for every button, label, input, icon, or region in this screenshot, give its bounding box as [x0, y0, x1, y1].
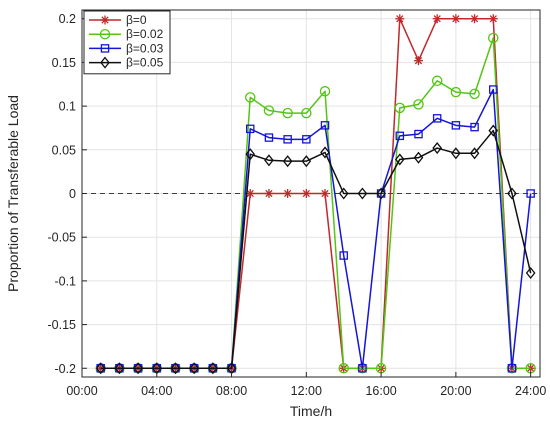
data-point [432, 114, 442, 123]
data-point [301, 189, 311, 198]
data-point [282, 107, 293, 119]
data-point [469, 88, 480, 100]
data-point [302, 135, 311, 144]
legend-label: β=0.05 [126, 56, 164, 70]
data-point [283, 189, 293, 198]
data-point [414, 129, 423, 139]
data-point [319, 86, 331, 97]
legend-label: β=0 [126, 13, 147, 27]
data-point [114, 362, 125, 375]
x-tick-label: 08:00 [216, 384, 247, 398]
data-point [450, 86, 462, 98]
data-point [338, 187, 349, 200]
data-point [282, 155, 293, 168]
data-point [301, 155, 312, 168]
data-point [263, 105, 275, 116]
data-point [245, 124, 255, 134]
data-point [245, 189, 255, 198]
data-point [394, 153, 405, 166]
x-tick-label: 04:00 [141, 384, 172, 398]
legend-label: β=0.02 [126, 27, 164, 41]
legend-item: β=0.03 [89, 41, 164, 55]
series-line [100, 129, 532, 370]
y-axis-ticks: 0.2 0.15 0.1 0.05 0 -0.05 -0.1 -0.15 -0.2 [48, 12, 87, 376]
legend: β=0β=0.02β=0.03β=0.05 [83, 10, 171, 75]
x-axis-label: Time/h [290, 403, 332, 419]
data-point [489, 85, 498, 94]
x-tick-label: 12:00 [291, 384, 322, 398]
data-point [451, 121, 461, 130]
data-point [208, 362, 218, 375]
data-point [470, 14, 480, 24]
y-tick-label: -0.15 [48, 318, 77, 332]
legend-item: β=0.05 [89, 56, 164, 70]
data-point [432, 142, 443, 155]
data-point [99, 28, 111, 40]
y-tick-label: -0.2 [54, 362, 76, 376]
data-point [413, 151, 424, 164]
data-point [245, 148, 256, 161]
y-tick-label: 0.05 [52, 143, 76, 157]
data-point [339, 251, 348, 260]
data-point [100, 44, 110, 53]
data-point [395, 14, 405, 24]
data-point [320, 146, 330, 159]
data-point [358, 364, 367, 373]
data-point [488, 32, 499, 44]
data-point [432, 14, 442, 24]
data-point [469, 147, 480, 160]
data-point [338, 363, 349, 374]
data-point [451, 147, 461, 160]
data-point [488, 14, 498, 24]
data-point [507, 364, 517, 373]
y-tick-label: -0.05 [48, 231, 77, 245]
x-tick-label: 16:00 [365, 384, 396, 398]
data-point [133, 362, 143, 375]
data-point [431, 75, 443, 87]
data-point [264, 189, 274, 198]
data-point [320, 121, 330, 130]
data-point [189, 362, 199, 375]
data-point [470, 122, 479, 132]
y-tick-label: 0 [69, 187, 76, 201]
data-point [320, 189, 330, 198]
y-tick-label: 0.15 [52, 56, 76, 70]
data-point [283, 135, 292, 144]
data-point [507, 187, 517, 200]
data-point [170, 362, 181, 375]
legend-item: β=0.02 [89, 27, 164, 41]
data-point [357, 187, 368, 200]
data-point [413, 56, 423, 66]
data-point [413, 99, 424, 110]
data-point [264, 154, 274, 167]
data-point [95, 362, 106, 375]
x-tick-label: 24:00 [515, 384, 546, 398]
y-tick-label: -0.1 [54, 274, 76, 288]
legend-item: β=0 [89, 13, 147, 27]
data-point [526, 189, 535, 198]
data-point [244, 92, 256, 103]
x-tick-label: 00:00 [66, 384, 97, 398]
data-point [100, 15, 110, 25]
y-tick-label: 0.1 [59, 100, 76, 114]
data-point [395, 131, 405, 141]
data-point [488, 124, 499, 137]
data-point [394, 102, 406, 114]
x-tick-label: 20:00 [440, 384, 471, 398]
x-axis-ticks: 00:00 04:00 08:00 12:00 16:00 20:00 24:00 [66, 372, 546, 398]
data-point [525, 266, 536, 280]
data-point [264, 133, 274, 142]
data-point [451, 14, 461, 24]
data-point [301, 107, 312, 119]
data-point [100, 56, 110, 69]
legend-label: β=0.03 [126, 41, 164, 55]
y-tick-label: 0.2 [59, 12, 76, 26]
data-point [376, 187, 386, 200]
y-axis-label: Proportion of Transferable Load [5, 95, 21, 292]
